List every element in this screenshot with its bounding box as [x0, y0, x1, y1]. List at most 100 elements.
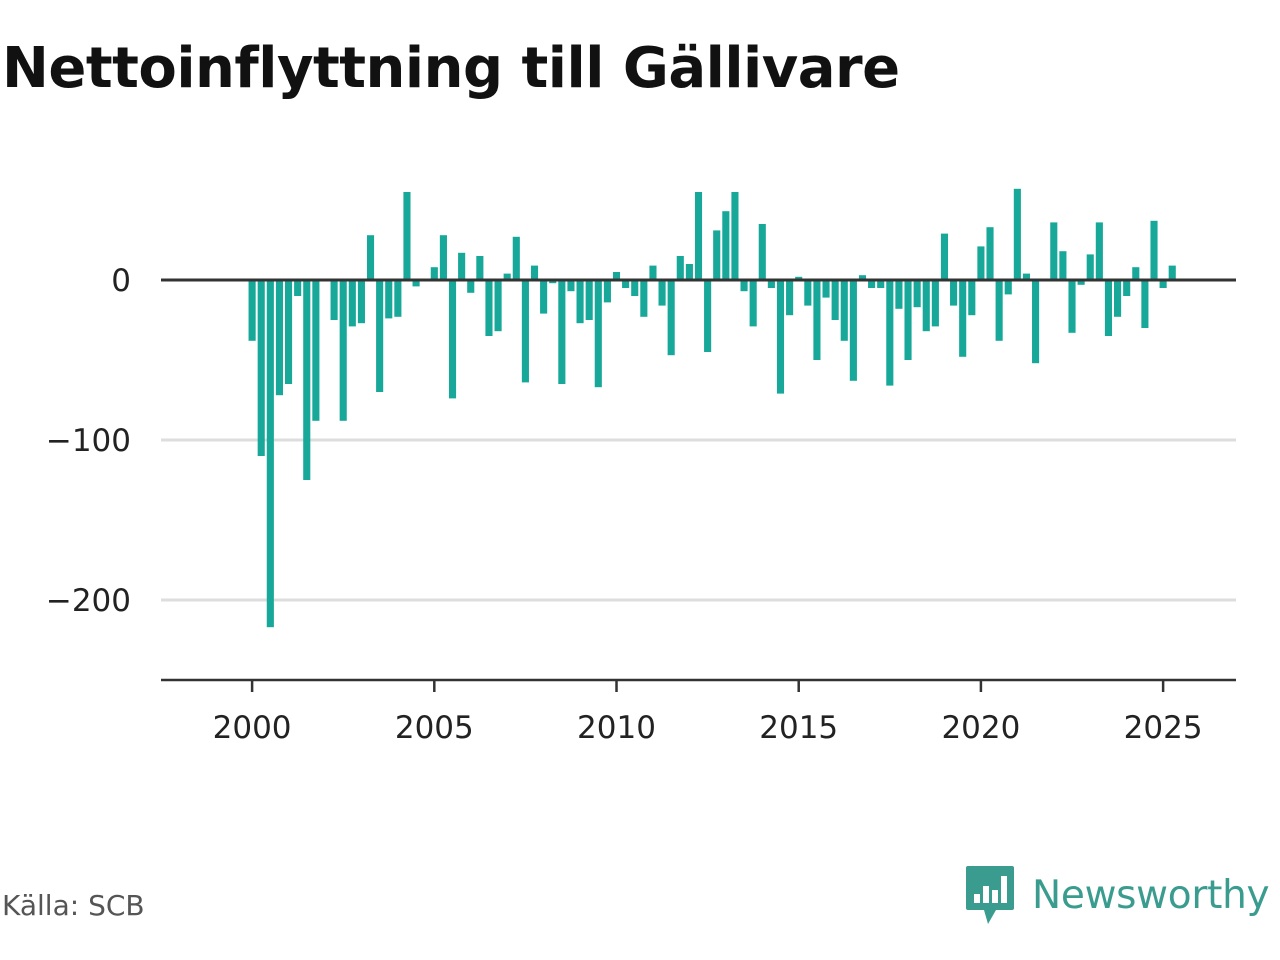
bar	[1068, 280, 1076, 333]
bar	[776, 280, 785, 394]
x-tick-label: 2005	[395, 710, 474, 746]
bar	[467, 280, 475, 293]
bar	[1077, 280, 1085, 285]
source-note: Källa: SCB	[2, 889, 145, 922]
bar	[795, 276, 803, 280]
bar	[904, 280, 912, 360]
bar	[868, 280, 876, 288]
bar	[995, 280, 1003, 341]
brand-logo: Newsworthy	[964, 864, 1270, 926]
bar	[1013, 188, 1021, 280]
bar	[366, 235, 375, 280]
y-tick-label: −200	[46, 583, 131, 619]
bar	[266, 280, 274, 628]
bar	[676, 256, 684, 280]
x-tick-label: 2010	[577, 710, 656, 746]
bar	[312, 280, 320, 421]
bar	[685, 264, 693, 280]
bar	[658, 280, 666, 306]
x-tick-label: 2025	[1124, 710, 1203, 746]
bar	[512, 236, 520, 280]
bar	[558, 280, 566, 384]
bar	[1004, 280, 1012, 295]
bar	[1123, 280, 1131, 296]
bar	[257, 280, 265, 456]
bar	[667, 280, 675, 356]
bar	[503, 273, 511, 280]
axes	[161, 278, 1236, 692]
bar	[1141, 280, 1149, 328]
bar	[1150, 220, 1158, 280]
bar	[786, 280, 794, 316]
bar	[567, 280, 575, 292]
x-tick-label: 2000	[213, 710, 292, 746]
bar	[813, 280, 821, 360]
bar	[594, 280, 602, 388]
bar	[622, 280, 630, 288]
x-tick-label: 2020	[941, 710, 1020, 746]
bar	[403, 192, 411, 280]
x-tick-label: 2015	[759, 710, 838, 746]
bar	[448, 280, 457, 399]
bar	[284, 280, 293, 384]
bar	[940, 233, 949, 280]
bar	[849, 280, 857, 381]
bar	[521, 280, 529, 383]
bar	[968, 280, 976, 316]
bar	[722, 211, 730, 280]
newsworthy-logo-icon	[966, 866, 1014, 924]
bar	[931, 280, 939, 327]
bars	[248, 188, 1176, 628]
bar	[831, 280, 839, 320]
bar	[339, 280, 347, 421]
bar	[895, 280, 903, 309]
bar	[1059, 251, 1067, 280]
bar	[275, 280, 283, 396]
bar	[540, 280, 548, 314]
bar	[1168, 265, 1176, 280]
bar	[385, 280, 393, 319]
bar	[439, 235, 447, 280]
bar	[476, 256, 484, 280]
bar	[412, 280, 420, 287]
bar	[767, 280, 775, 288]
bar	[886, 280, 894, 386]
bar	[631, 280, 639, 296]
bar	[1050, 222, 1058, 280]
bar	[248, 280, 256, 341]
bar	[1114, 280, 1122, 317]
bar	[977, 246, 985, 280]
bar	[858, 275, 867, 280]
bar	[1132, 267, 1140, 280]
bar	[585, 280, 593, 320]
bar	[1032, 280, 1040, 364]
tick-labels: 0 −100 −200 2000 2005 2010 2015 2020 2025	[46, 263, 1203, 746]
bar	[731, 192, 739, 280]
bar	[640, 280, 648, 317]
bar	[303, 280, 311, 480]
y-tick-label: 0	[111, 263, 131, 299]
bar	[603, 280, 611, 303]
bar	[394, 280, 402, 317]
bar	[749, 280, 757, 327]
bar	[822, 280, 830, 298]
bar	[549, 280, 557, 284]
gridlines	[161, 438, 1236, 602]
bar	[1159, 280, 1167, 288]
brand-name: Newsworthy	[1032, 872, 1270, 918]
bar	[530, 265, 539, 280]
bar	[1086, 254, 1094, 280]
bar	[950, 280, 958, 306]
bar	[713, 230, 721, 280]
bar	[913, 280, 921, 308]
bar	[804, 280, 812, 306]
bar	[330, 280, 338, 320]
bar	[1104, 280, 1113, 336]
bar	[1095, 222, 1103, 280]
bar	[704, 280, 712, 352]
bar	[294, 280, 302, 296]
bar	[357, 280, 365, 324]
bar	[877, 280, 885, 288]
bar	[348, 280, 356, 327]
